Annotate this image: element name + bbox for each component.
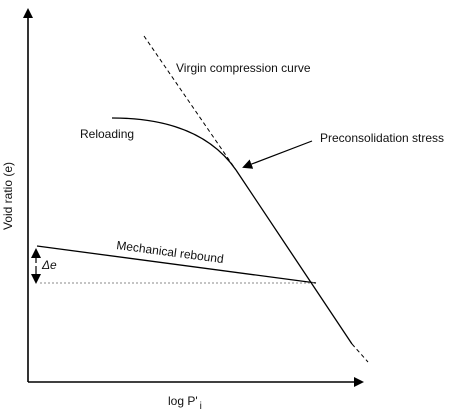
x-axis-label-subscript: i bbox=[200, 401, 202, 412]
virgin-compression-line bbox=[235, 169, 353, 345]
x-axis-label-main: log P' bbox=[168, 394, 198, 408]
mechanical-rebound-label: Mechanical rebound bbox=[116, 238, 225, 266]
x-axis-label: log P' i bbox=[168, 394, 202, 412]
virgin-compression-label: Virgin compression curve bbox=[176, 61, 311, 75]
preconsolidation-arrow bbox=[242, 140, 313, 169]
delta-e-label: Δe bbox=[41, 258, 57, 272]
preconsolidation-label: Preconsolidation stress bbox=[320, 131, 444, 145]
mechanical-rebound-line bbox=[36, 245, 317, 284]
reloading-label: Reloading bbox=[80, 127, 134, 141]
virgin-compression-dashed-upper bbox=[143, 35, 237, 171]
reloading-curve bbox=[111, 117, 237, 171]
virgin-compression-dashed-lower bbox=[351, 343, 369, 363]
y-axis-label: Void ratio (e) bbox=[1, 162, 15, 230]
